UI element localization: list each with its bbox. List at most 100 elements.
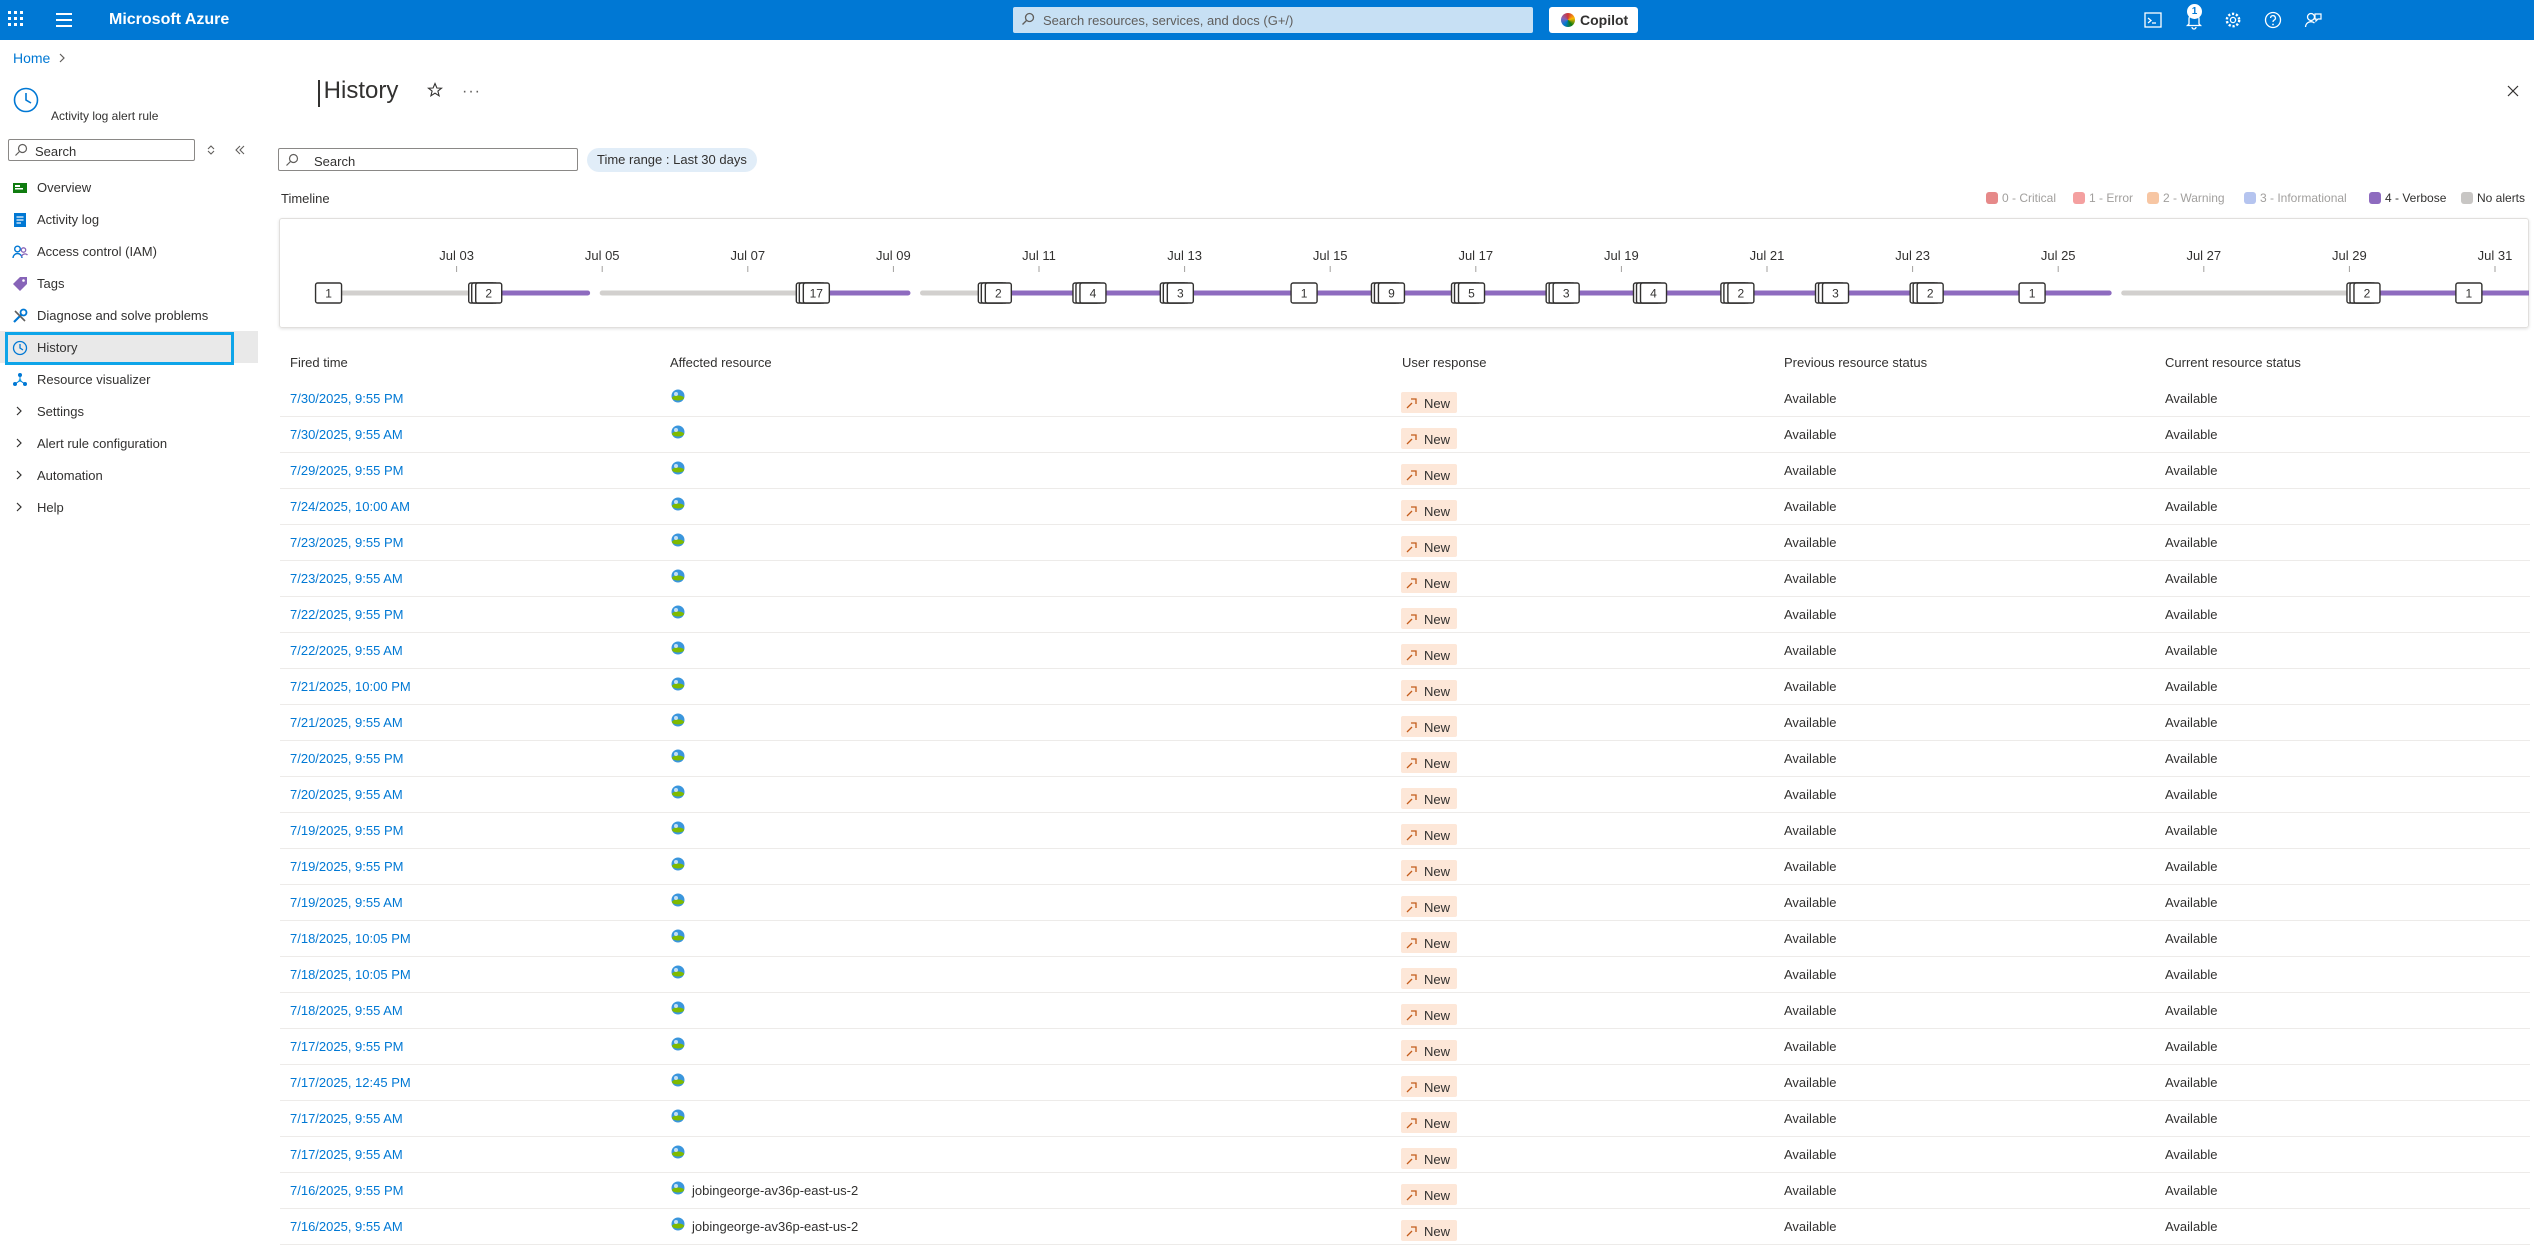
sidebar-search-input[interactable]: Search: [8, 139, 195, 161]
table-row[interactable]: 7/17/2025, 9:55 AM New Available Available: [280, 1137, 2530, 1173]
table-row[interactable]: 7/19/2025, 9:55 PM New Available Available: [280, 813, 2530, 849]
table-row[interactable]: 7/18/2025, 9:55 AM New Available Available: [280, 993, 2530, 1029]
fired-time-link[interactable]: 7/17/2025, 12:45 PM: [290, 1075, 411, 1090]
cloud-shell-icon[interactable]: [2143, 10, 2163, 30]
time-range-filter[interactable]: Time range : Last 30 days: [587, 148, 757, 172]
fired-time-link[interactable]: 7/22/2025, 9:55 PM: [290, 607, 404, 622]
sidebar-item-iam[interactable]: Access control (IAM): [0, 235, 258, 267]
column-header-affected-resource[interactable]: Affected resource: [670, 355, 772, 370]
table-row[interactable]: 7/17/2025, 9:55 PM New Available Available: [280, 1029, 2530, 1065]
sidebar-group-help[interactable]: Help: [0, 491, 258, 523]
user-response-badge[interactable]: New: [1401, 1076, 1457, 1097]
user-response-badge[interactable]: New: [1401, 1184, 1457, 1205]
table-row[interactable]: 7/17/2025, 12:45 PM New Available Available: [280, 1065, 2530, 1101]
fired-time-link[interactable]: 7/30/2025, 9:55 AM: [290, 427, 403, 442]
user-response-badge[interactable]: New: [1401, 968, 1457, 989]
sidebar-group-automation[interactable]: Automation: [0, 459, 258, 491]
fired-time-link[interactable]: 7/22/2025, 9:55 AM: [290, 643, 403, 658]
user-response-badge[interactable]: New: [1401, 680, 1457, 701]
user-response-badge[interactable]: New: [1401, 608, 1457, 629]
fired-time-link[interactable]: 7/24/2025, 10:00 AM: [290, 499, 410, 514]
fired-time-link[interactable]: 7/18/2025, 9:55 AM: [290, 1003, 403, 1018]
fired-time-link[interactable]: 7/21/2025, 9:55 AM: [290, 715, 403, 730]
sidebar-item-resource-visualizer[interactable]: Resource visualizer: [0, 363, 258, 395]
sidebar-group-settings[interactable]: Settings: [0, 395, 258, 427]
sidebar-item-diagnose[interactable]: Diagnose and solve problems: [0, 299, 258, 331]
fired-time-link[interactable]: 7/17/2025, 9:55 AM: [290, 1147, 403, 1162]
table-row[interactable]: 7/30/2025, 9:55 AM New Available Available: [280, 417, 2530, 453]
fired-time-link[interactable]: 7/16/2025, 9:55 AM: [290, 1219, 403, 1234]
user-response-badge[interactable]: New: [1401, 392, 1457, 413]
user-response-badge[interactable]: New: [1401, 1148, 1457, 1169]
table-row[interactable]: 7/21/2025, 9:55 AM New Available Available: [280, 705, 2530, 741]
sort-icon[interactable]: [205, 144, 217, 156]
sidebar-item-history[interactable]: History: [0, 331, 258, 363]
column-header-current-status[interactable]: Current resource status: [2165, 355, 2301, 370]
table-row[interactable]: 7/22/2025, 9:55 PM New Available Available: [280, 597, 2530, 633]
user-response-badge[interactable]: New: [1401, 644, 1457, 665]
brand-title[interactable]: Microsoft Azure: [109, 11, 230, 28]
user-response-badge[interactable]: New: [1401, 896, 1457, 917]
app-launcher-icon[interactable]: [8, 11, 26, 29]
sidebar-item-activity-log[interactable]: Activity log: [0, 203, 258, 235]
fired-time-link[interactable]: 7/19/2025, 9:55 PM: [290, 859, 404, 874]
table-row[interactable]: 7/16/2025, 9:55 AM jobingeorge-av36p-east…: [280, 1209, 2530, 1245]
fired-time-link[interactable]: 7/23/2025, 9:55 AM: [290, 571, 403, 586]
fired-time-link[interactable]: 7/17/2025, 9:55 AM: [290, 1111, 403, 1126]
history-search-input[interactable]: Search: [278, 148, 578, 171]
table-row[interactable]: 7/20/2025, 9:55 AM New Available Available: [280, 777, 2530, 813]
user-response-badge[interactable]: New: [1401, 716, 1457, 737]
table-row[interactable]: 7/24/2025, 10:00 AM New Available Available: [280, 489, 2530, 525]
column-header-previous-status[interactable]: Previous resource status: [1784, 355, 1928, 370]
table-row[interactable]: 7/29/2025, 9:55 PM New Available Available: [280, 453, 2530, 489]
breadcrumb-home[interactable]: Home: [13, 50, 51, 66]
fired-time-link[interactable]: 7/16/2025, 9:55 PM: [290, 1183, 404, 1198]
fired-time-link[interactable]: 7/19/2025, 9:55 PM: [290, 823, 404, 838]
fired-time-link[interactable]: 7/19/2025, 9:55 AM: [290, 895, 403, 910]
user-response-badge[interactable]: New: [1401, 1112, 1457, 1133]
table-row[interactable]: 7/22/2025, 9:55 AM New Available Available: [280, 633, 2530, 669]
fired-time-link[interactable]: 7/20/2025, 9:55 PM: [290, 751, 404, 766]
table-row[interactable]: 7/17/2025, 9:55 AM New Available Available: [280, 1101, 2530, 1137]
table-row[interactable]: 7/30/2025, 9:55 PM New Available Available: [280, 381, 2530, 417]
table-row[interactable]: 7/21/2025, 10:00 PM New Available Available: [280, 669, 2530, 705]
sidebar-item-tags[interactable]: Tags: [0, 267, 258, 299]
table-row[interactable]: 7/23/2025, 9:55 PM New Available Available: [280, 525, 2530, 561]
fired-time-link[interactable]: 7/18/2025, 10:05 PM: [290, 967, 411, 982]
user-response-badge[interactable]: New: [1401, 1040, 1457, 1061]
user-response-badge[interactable]: New: [1401, 500, 1457, 521]
user-response-badge[interactable]: New: [1401, 752, 1457, 773]
portal-menu-icon[interactable]: [56, 13, 72, 27]
user-response-badge[interactable]: New: [1401, 464, 1457, 485]
fired-time-link[interactable]: 7/29/2025, 9:55 PM: [290, 463, 404, 478]
table-row[interactable]: 7/23/2025, 9:55 AM New Available Available: [280, 561, 2530, 597]
feedback-icon[interactable]: [2303, 10, 2323, 30]
sidebar-group-alert-rule-configuration[interactable]: Alert rule configuration: [0, 427, 258, 459]
column-header-user-response[interactable]: User response: [1402, 355, 1487, 370]
table-row[interactable]: 7/19/2025, 9:55 PM New Available Available: [280, 849, 2530, 885]
user-response-badge[interactable]: New: [1401, 824, 1457, 845]
fired-time-link[interactable]: 7/21/2025, 10:00 PM: [290, 679, 411, 694]
star-icon[interactable]: [427, 82, 443, 98]
sidebar-item-overview[interactable]: Overview: [0, 171, 258, 203]
table-row[interactable]: 7/20/2025, 9:55 PM New Available Available: [280, 741, 2530, 777]
fired-time-link[interactable]: 7/18/2025, 10:05 PM: [290, 931, 411, 946]
fired-time-link[interactable]: 7/23/2025, 9:55 PM: [290, 535, 404, 550]
copilot-button[interactable]: Copilot: [1549, 7, 1638, 33]
user-response-badge[interactable]: New: [1401, 428, 1457, 449]
user-response-badge[interactable]: New: [1401, 860, 1457, 881]
table-row[interactable]: 7/18/2025, 10:05 PM New Available Available: [280, 957, 2530, 993]
table-row[interactable]: 7/18/2025, 10:05 PM New Available Available: [280, 921, 2530, 957]
user-response-badge[interactable]: New: [1401, 536, 1457, 557]
user-response-badge[interactable]: New: [1401, 1220, 1457, 1241]
collapse-sidebar-icon[interactable]: [234, 144, 246, 156]
fired-time-link[interactable]: 7/20/2025, 9:55 AM: [290, 787, 403, 802]
user-response-badge[interactable]: New: [1401, 1004, 1457, 1025]
table-row[interactable]: 7/19/2025, 9:55 AM New Available Available: [280, 885, 2530, 921]
user-response-badge[interactable]: New: [1401, 788, 1457, 809]
fired-time-link[interactable]: 7/30/2025, 9:55 PM: [290, 391, 404, 406]
user-response-badge[interactable]: New: [1401, 572, 1457, 593]
gear-icon[interactable]: [2223, 10, 2243, 30]
more-options-icon[interactable]: ···: [462, 83, 481, 100]
user-response-badge[interactable]: New: [1401, 932, 1457, 953]
